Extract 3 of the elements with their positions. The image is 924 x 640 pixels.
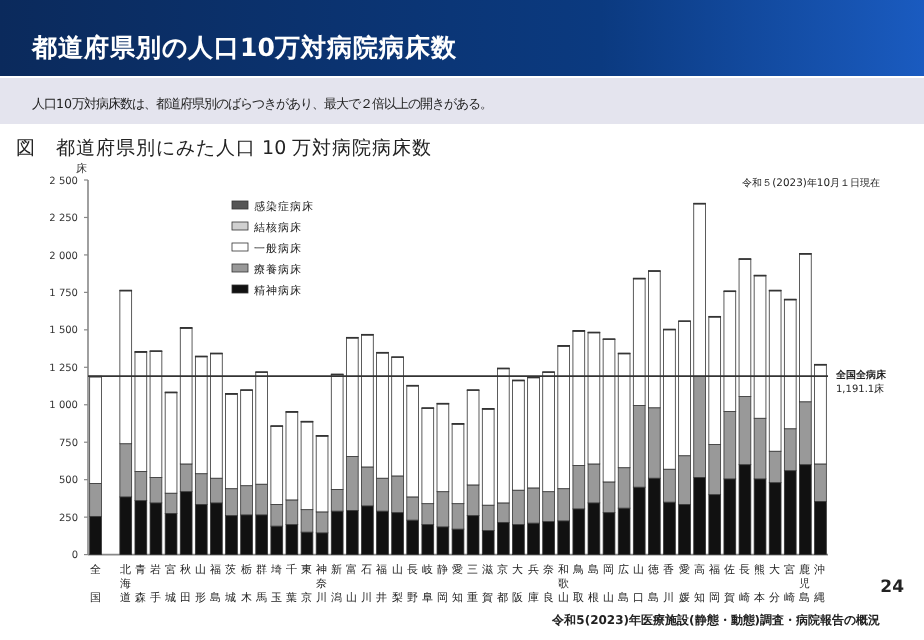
- chart-title: 都道府県別の人口10万対病院病床数: [30, 32, 459, 62]
- text: 24: [880, 578, 905, 598]
- text: 図 都道府県別にみた人口 10 万対病院病床数: [16, 136, 433, 160]
